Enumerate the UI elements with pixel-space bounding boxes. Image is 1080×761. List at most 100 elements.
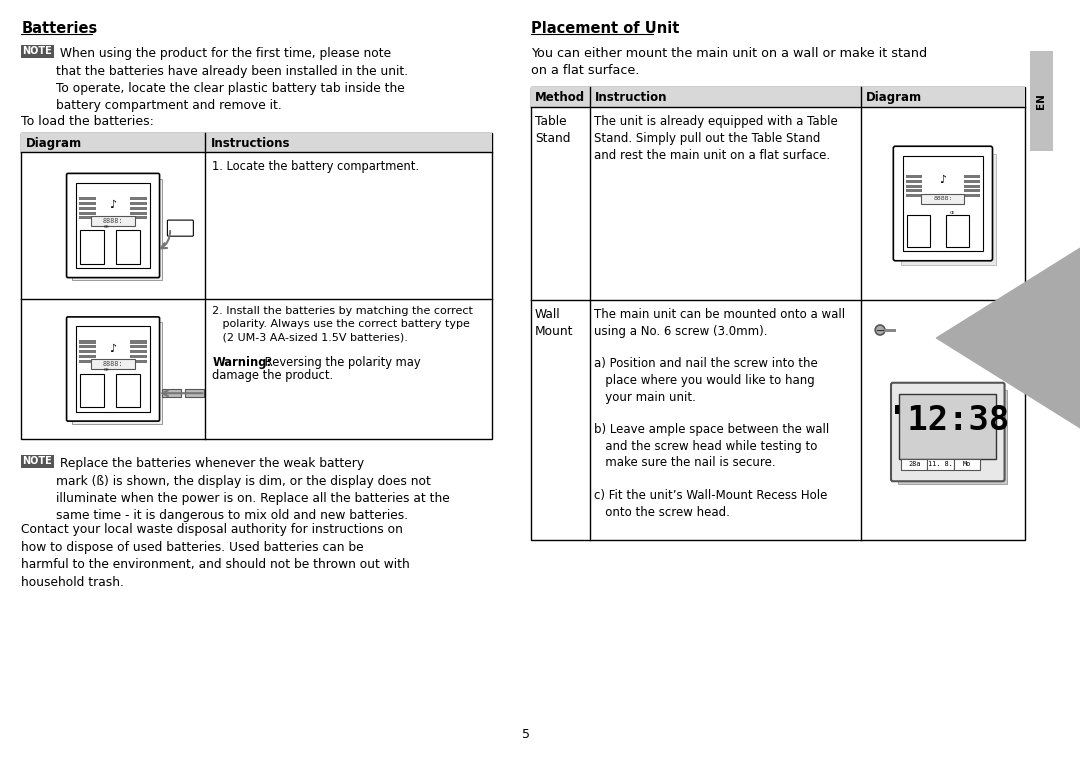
FancyBboxPatch shape	[167, 220, 193, 236]
Bar	[131, 212, 148, 215]
Bar	[72, 323, 162, 424]
Bar	[79, 340, 96, 343]
Bar	[901, 154, 997, 265]
Bar	[79, 350, 96, 353]
Bar	[79, 197, 96, 200]
Bar	[906, 175, 922, 178]
Text: Wall
Mount: Wall Mount	[535, 308, 573, 338]
Bar	[131, 355, 148, 358]
Text: NOTE: NOTE	[23, 46, 52, 56]
Bar	[131, 350, 148, 353]
Bar	[946, 215, 969, 247]
Bar	[131, 340, 148, 343]
Bar	[906, 215, 930, 247]
Bar	[906, 180, 922, 183]
Text: 28a: 28a	[908, 461, 920, 467]
Bar	[963, 189, 981, 193]
Bar	[963, 175, 981, 178]
Text: Replace the batteries whenever the weak battery
mark (ß) is shown, the display i: Replace the batteries whenever the weak …	[55, 457, 449, 523]
Text: '12:38: '12:38	[887, 404, 1009, 437]
Bar	[185, 389, 203, 396]
Bar	[963, 185, 981, 187]
Text: ♪: ♪	[940, 175, 946, 185]
Bar	[79, 345, 96, 349]
Bar	[131, 345, 148, 349]
Bar	[131, 207, 148, 210]
Bar	[899, 393, 997, 460]
Bar	[22, 455, 54, 468]
Text: damage the product.: damage the product.	[213, 369, 334, 382]
FancyBboxPatch shape	[67, 317, 160, 421]
Text: ♪: ♪	[109, 200, 117, 210]
FancyBboxPatch shape	[893, 146, 993, 261]
Text: The unit is already equipped with a Table
Stand. Simply pull out the Table Stand: The unit is already equipped with a Tabl…	[594, 115, 838, 162]
FancyBboxPatch shape	[67, 174, 160, 278]
Text: CE: CE	[104, 368, 109, 372]
Text: Instruction: Instruction	[594, 91, 667, 104]
Bar	[131, 216, 148, 219]
Bar	[72, 179, 162, 280]
Text: Reversing the polarity may: Reversing the polarity may	[261, 356, 421, 369]
Text: 8888:: 8888:	[103, 218, 123, 224]
Bar	[79, 202, 96, 205]
Bar	[80, 231, 104, 264]
Bar	[963, 180, 981, 183]
Bar	[897, 390, 1008, 484]
Bar	[79, 216, 96, 219]
Text: You can either mount the main unit on a wall or make it stand
on a flat surface.: You can either mount the main unit on a …	[531, 47, 928, 78]
Text: NOTE: NOTE	[23, 457, 52, 466]
Bar	[162, 389, 181, 396]
Bar	[1030, 51, 1053, 151]
Text: 8888:: 8888:	[933, 196, 953, 202]
Text: CE: CE	[950, 211, 956, 215]
Text: Batteries: Batteries	[22, 21, 97, 36]
Text: To load the batteries:: To load the batteries:	[22, 115, 154, 128]
Bar	[76, 183, 150, 268]
Bar	[906, 189, 922, 193]
Text: CE: CE	[104, 224, 109, 229]
Text: Mo: Mo	[962, 461, 971, 467]
Text: 1. Locate the battery compartment.: 1. Locate the battery compartment.	[213, 160, 419, 173]
Bar	[954, 459, 980, 470]
Text: EN: EN	[1036, 93, 1045, 109]
Text: Diagram: Diagram	[865, 91, 921, 104]
Text: Diagram: Diagram	[26, 137, 82, 150]
Text: Method: Method	[535, 91, 585, 104]
Bar	[22, 133, 492, 439]
Bar	[131, 197, 148, 200]
Bar	[906, 194, 922, 197]
Bar	[116, 374, 140, 407]
Text: Placement of Unit: Placement of Unit	[531, 21, 679, 36]
Bar	[963, 194, 981, 197]
Bar	[131, 202, 148, 205]
Text: 8888:: 8888:	[103, 361, 123, 367]
Text: 5: 5	[523, 728, 530, 741]
Bar	[903, 156, 983, 251]
Bar	[80, 374, 104, 407]
Bar	[531, 87, 1025, 107]
Bar	[79, 212, 96, 215]
FancyBboxPatch shape	[891, 383, 1004, 481]
Bar	[921, 194, 964, 203]
Text: 2. Install the batteries by matching the correct
   polarity. Always use the cor: 2. Install the batteries by matching the…	[213, 306, 473, 342]
Text: Table
Stand: Table Stand	[535, 115, 570, 145]
Text: Instructions: Instructions	[211, 137, 291, 150]
Bar	[116, 231, 140, 264]
Bar	[131, 360, 148, 363]
Bar	[531, 87, 1025, 540]
Text: Contact your local waste disposal authority for instructions on
how to dispose o: Contact your local waste disposal author…	[22, 523, 410, 588]
Text: The main unit can be mounted onto a wall
using a No. 6 screw (3.0mm).

a) Positi: The main unit can be mounted onto a wall…	[594, 308, 846, 519]
Circle shape	[875, 325, 885, 335]
Bar	[906, 185, 922, 187]
Bar	[883, 329, 895, 332]
Bar	[91, 216, 135, 225]
Bar	[76, 326, 150, 412]
Text: 11. 8.: 11. 8.	[928, 461, 953, 467]
Bar	[79, 355, 96, 358]
Text: ♪: ♪	[109, 344, 117, 354]
Bar	[79, 360, 96, 363]
Text: Warning:: Warning:	[213, 356, 271, 369]
Bar	[22, 45, 54, 58]
Bar	[91, 359, 135, 369]
Bar	[22, 133, 492, 152]
